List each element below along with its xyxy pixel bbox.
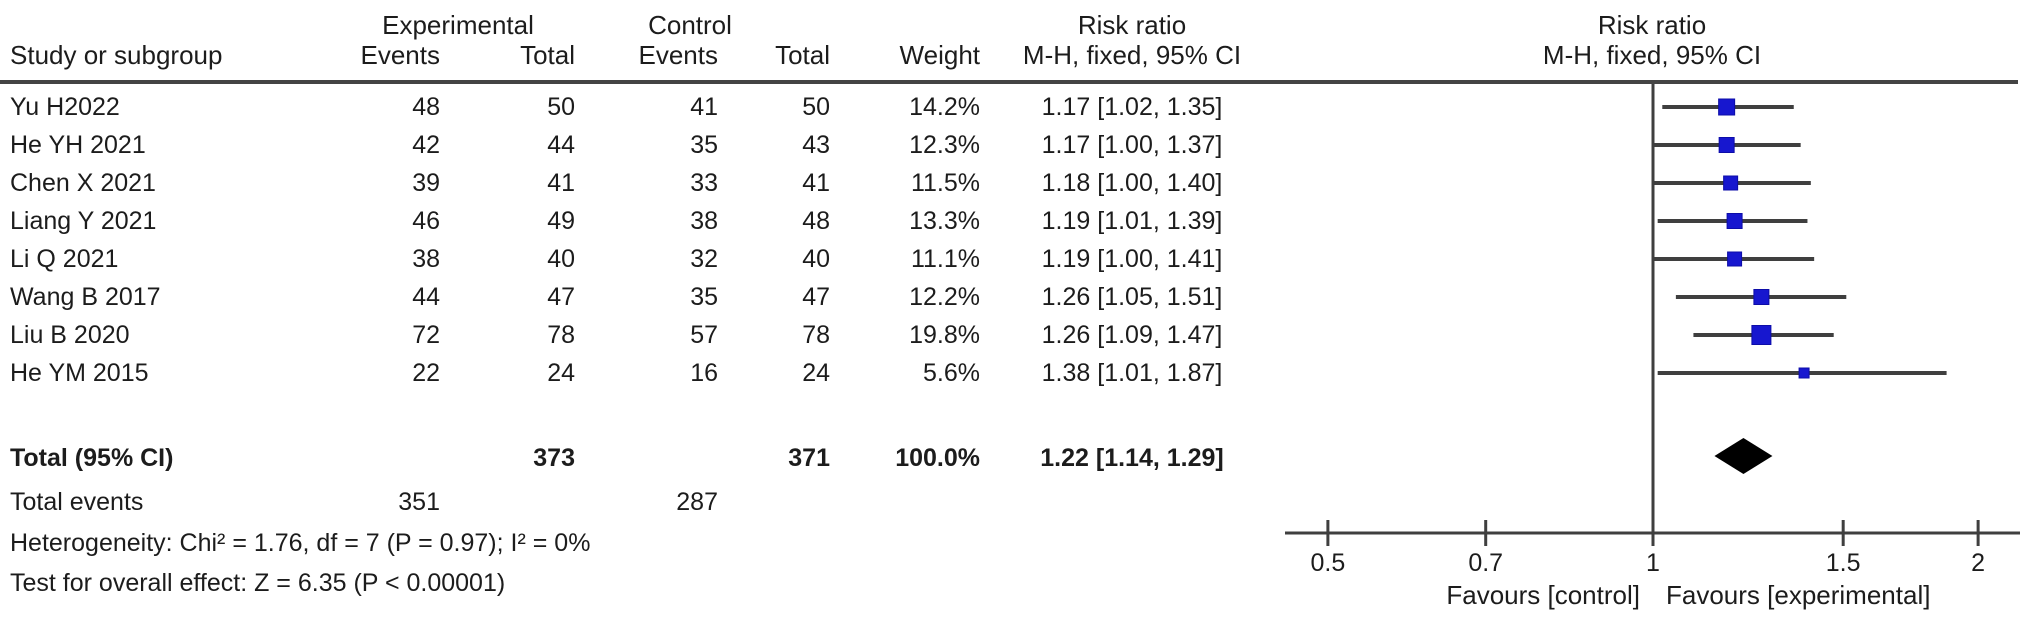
cell-weight: 12.3% [909,131,980,159]
axis-tick-label: 0.7 [1468,549,1504,577]
cell-weight: 11.1% [910,245,980,273]
cell-risk-ratio: 1.18 [1.00, 1.40] [1041,169,1223,197]
cell-weight: 19.8% [909,321,980,349]
effect-size-square [1751,325,1772,345]
cell-ctrl-events: 41 [690,93,718,121]
total-row-exp-total: 373 [533,444,575,472]
cell-ctrl-total: 41 [802,169,830,197]
cell-risk-ratio: 1.38 [1.01, 1.87] [1041,359,1223,387]
effect-size-square [1718,98,1736,116]
effect-size-square [1723,175,1739,191]
study-name: Wang B 2017 [10,283,161,311]
cell-ctrl-events: 33 [690,169,718,197]
cell-risk-ratio: 1.17 [1.00, 1.37] [1041,131,1223,159]
column-header-rr-ci: M-H, fixed, 95% CI [1022,40,1242,70]
overall-effect-stats: Test for overall effect: Z = 6.35 (P < 0… [10,569,506,597]
plot-column-subtitle: M-H, fixed, 95% CI [1542,40,1762,70]
risk-ratio-column-title: Risk ratio [1077,10,1187,40]
study-name: He YH 2021 [10,131,146,159]
axis-label-favours-control: Favours [control] [1446,580,1640,610]
group-header-experimental: Experimental [382,10,534,40]
cell-ctrl-events: 57 [690,321,718,349]
cell-exp-total: 24 [547,359,575,387]
cell-risk-ratio: 1.19 [1.00, 1.41] [1041,245,1223,273]
cell-ctrl-total: 47 [802,283,830,311]
pooled-effect-diamond [1714,438,1773,474]
cell-ctrl-events: 38 [690,207,718,235]
cell-ctrl-total: 78 [802,321,830,349]
cell-exp-total: 44 [547,131,575,159]
cell-exp-total: 41 [547,169,575,197]
cell-weight: 12.2% [909,283,980,311]
cell-exp-total: 49 [547,207,575,235]
cell-exp-events: 48 [412,93,440,121]
cell-exp-events: 44 [412,283,440,311]
cell-ctrl-events: 32 [690,245,718,273]
cell-ctrl-total: 24 [802,359,830,387]
total-row-ctrl-total: 371 [788,444,830,472]
cell-ctrl-total: 43 [802,131,830,159]
total-events-experimental: 351 [398,488,440,516]
cell-exp-events: 46 [412,207,440,235]
cell-exp-total: 50 [547,93,575,121]
axis-tick-label: 1 [1646,549,1660,577]
total-events-control: 287 [676,488,718,516]
cell-weight: 14.2% [909,93,980,121]
effect-size-square [1753,289,1770,305]
cell-ctrl-total: 48 [802,207,830,235]
cell-weight: 11.5% [910,169,980,197]
column-header-study: Study or subgroup [10,40,223,70]
cell-risk-ratio: 1.19 [1.01, 1.39] [1041,207,1223,235]
cell-exp-events: 42 [412,131,440,159]
heterogeneity-stats: Heterogeneity: Chi² = 1.76, df = 7 (P = … [10,529,591,557]
cell-ctrl-events: 35 [690,131,718,159]
axis-tick-label: 0.5 [1310,549,1346,577]
effect-size-square [1727,251,1743,267]
cell-ctrl-events: 35 [690,283,718,311]
cell-exp-events: 72 [412,321,440,349]
effect-size-square [1718,137,1735,153]
effect-size-square [1726,213,1743,229]
cell-exp-total: 78 [547,321,575,349]
study-name: Chen X 2021 [10,169,156,197]
axis-tick-label: 1.5 [1825,549,1861,577]
cell-ctrl-events: 16 [690,359,718,387]
plot-column-title: Risk ratio [1597,10,1707,40]
study-name: Liang Y 2021 [10,207,157,235]
cell-ctrl-total: 50 [802,93,830,121]
column-header-ctrl-total: Total [775,40,830,70]
column-header-exp-total: Total [520,40,575,70]
effect-size-square [1798,367,1810,379]
total-row-label: Total (95% CI) [10,444,174,472]
cell-exp-total: 40 [547,245,575,273]
cell-exp-events: 39 [412,169,440,197]
column-header-ctrl-events: Events [638,40,719,70]
cell-weight: 13.3% [909,207,980,235]
axis-tick-label: 2 [1971,549,1986,577]
study-name: Li Q 2021 [10,245,119,273]
cell-risk-ratio: 1.26 [1.05, 1.51] [1041,283,1223,311]
total-events-label: Total events [10,488,144,516]
cell-exp-total: 47 [547,283,575,311]
cell-weight: 5.6% [923,359,980,387]
cell-risk-ratio: 1.26 [1.09, 1.47] [1041,321,1223,349]
total-row-weight: 100.0% [895,444,980,472]
column-header-weight: Weight [899,40,980,70]
study-name: Liu B 2020 [10,321,130,349]
cell-risk-ratio: 1.17 [1.02, 1.35] [1041,93,1223,121]
study-name: He YM 2015 [10,359,149,387]
axis-label-favours-experimental: Favours [experimental] [1666,580,1931,610]
total-row-rr: 1.22 [1.14, 1.29] [1040,444,1224,472]
column-header-exp-events: Events [360,40,441,70]
cell-ctrl-total: 40 [802,245,830,273]
group-header-control: Control [648,10,732,40]
study-name: Yu H2022 [10,93,120,121]
cell-exp-events: 22 [412,359,440,387]
cell-exp-events: 38 [412,245,440,273]
